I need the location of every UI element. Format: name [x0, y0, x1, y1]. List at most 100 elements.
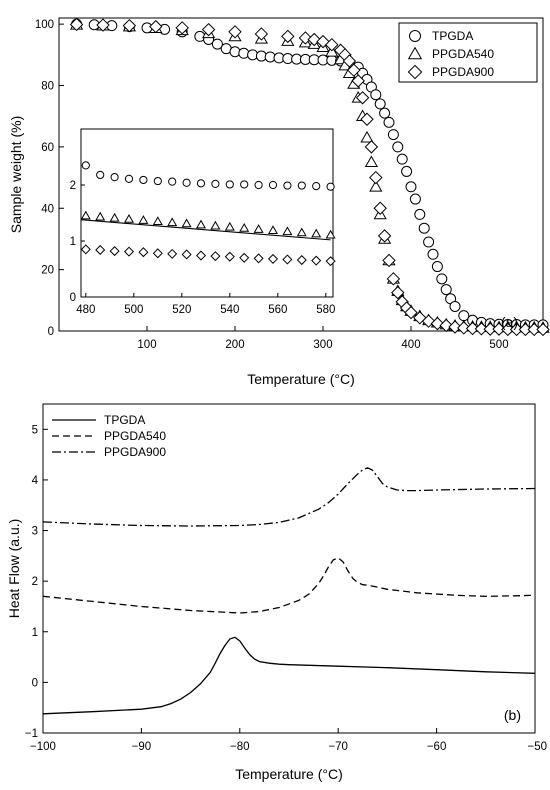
panel-a-point-tpgda [449, 300, 461, 312]
panel-a-point-ppgda900 [369, 170, 383, 185]
inset-point-ppgda540 [95, 211, 106, 221]
panel-a-point-ppgda900 [448, 320, 462, 334]
panel-a-point-tpgda [383, 116, 395, 128]
inset-frame [80, 128, 334, 298]
panel-a-y-tick-label: 0 [48, 326, 54, 338]
inset-point-tpgda [110, 173, 119, 182]
inset-point-ppgda540 [138, 215, 149, 224]
inset-point-ppgda540 [311, 228, 322, 238]
inset-point-ppgda540 [267, 225, 279, 234]
panel-a-y-tick-label: 80 [41, 81, 54, 93]
inset-fit-line [80, 219, 331, 241]
inset-point-tpgda [254, 180, 263, 190]
inset-point-ppgda540 [109, 212, 120, 222]
inset-y-tick-label: 0 [70, 292, 76, 304]
inset-point-tpgda [225, 180, 234, 189]
inset-point-ppgda900 [282, 254, 293, 265]
inset-point-tpgda [268, 180, 278, 190]
panel-a-point-ppgda900 [122, 18, 137, 33]
inset-point-ppgda900 [296, 255, 307, 266]
panel-b-y-tick-label: 5 [32, 424, 38, 436]
panel-a-y-tick-label: 20 [41, 265, 54, 277]
panel-a-point-ppgda900 [355, 91, 370, 105]
panel-a-x-tick-label: 200 [225, 339, 244, 351]
inset-point-tpgda [153, 176, 162, 186]
panel-b-x-tick-label: −90 [132, 741, 152, 753]
panel-a-point-ppgda900 [386, 272, 401, 286]
inset-point-ppgda540 [123, 214, 135, 223]
panel-a-point-ppgda900 [391, 285, 405, 300]
panel-a-point-ppgda540 [360, 130, 374, 143]
inset-point-ppgda900 [253, 253, 264, 264]
panel-b-y-tick-label: 0 [32, 677, 38, 689]
inset-point-ppgda540 [239, 222, 250, 232]
inset-point-ppgda900 [325, 256, 336, 267]
panel-a-point-ppgda900 [228, 25, 242, 39]
panel-a-point-ppgda900 [149, 19, 163, 34]
inset-series-tpgda [81, 161, 335, 191]
panel-a-point-tpgda [387, 129, 399, 141]
panel-a-point-ppgda900 [377, 229, 392, 243]
panel-b-y-tick-label: 3 [32, 526, 38, 538]
panel-a-point-ppgda900 [457, 321, 471, 335]
inset-point-tpgda [326, 182, 335, 191]
inset-point-ppgda540 [224, 221, 235, 231]
legend-label-tpgda: TPGDA [432, 29, 473, 43]
legend-label-tpgda: TPGDA [104, 413, 145, 427]
panel-a-y-tick-label: 100 [35, 19, 54, 31]
inset-point-ppgda540 [195, 219, 207, 229]
panel-a-x-tick-label: 400 [401, 339, 420, 351]
inset-point-tpgda [283, 181, 292, 190]
panel-a-y-axis-label: Sample weight (%) [8, 116, 24, 234]
inset-point-ppgda540 [152, 216, 163, 226]
panel-a-point-ppgda900 [465, 321, 480, 336]
panel-a-point-ppgda900 [254, 27, 269, 41]
legend-marker-tpgda [409, 30, 421, 42]
legend-label-ppgda540: PPGDA540 [432, 47, 494, 61]
inset-point-ppgda900 [224, 251, 235, 262]
panel-a-point-ppgda900 [96, 18, 110, 32]
inset-point-ppgda900 [138, 247, 149, 258]
panel-a-point-ppgda900 [527, 322, 541, 337]
inset-x-tick-label: 500 [124, 304, 143, 316]
inset-point-tpgda [312, 182, 321, 191]
panel-a-point-ppgda900 [439, 318, 453, 333]
panel-a-point-tpgda [238, 47, 250, 59]
inset-x-tick-label: 580 [316, 304, 335, 316]
panel-b-x-tick-label: −60 [427, 741, 447, 753]
inset-point-ppgda900 [109, 246, 120, 257]
inset-point-ppgda900 [95, 244, 106, 255]
inset-point-tpgda [96, 170, 105, 180]
inset-point-tpgda [139, 175, 148, 185]
inset-y-tick-label: 2 [70, 180, 76, 192]
panel-a-inset: 480 500 520 540 560 580 0 1 2 [70, 128, 336, 316]
panel-a-point-ppgda900 [483, 322, 497, 336]
panel-b-label: (b) [504, 707, 521, 723]
panel-a-point-ppgda900 [360, 112, 374, 126]
panel-b-x-tick-label: −50 [527, 741, 547, 753]
inset-point-ppgda540 [80, 210, 91, 220]
inset-point-ppgda900 [80, 244, 91, 255]
panel-a-x-tick-label: 500 [489, 339, 508, 351]
inset-point-tpgda [81, 161, 90, 170]
inset-x-tick-label: 480 [76, 304, 95, 316]
panel-a-point-ppgda900 [281, 29, 295, 44]
panel-a-y-tick-label: 60 [41, 142, 54, 154]
panel-a-point-tpgda [401, 165, 413, 177]
panel-a-point-tpgda [427, 248, 439, 260]
panel-a-point-ppgda900 [373, 201, 387, 215]
inset-x-tick-label: 560 [268, 304, 287, 316]
inset-point-ppgda540 [167, 217, 178, 227]
panel-b-series [42, 467, 536, 715]
panel-b-plot-frame [42, 403, 536, 734]
inset-point-tpgda [297, 181, 306, 190]
panel-b-y-axis-label: Heat Flow (a.u.) [6, 519, 22, 619]
inset-x-tick-label: 540 [220, 304, 239, 316]
inset-series-ppgda900 [80, 244, 336, 267]
inset-point-ppgda540 [296, 227, 307, 237]
panel-a-x-tick-label: 100 [137, 339, 156, 351]
panel-a-point-ppgda900 [351, 74, 365, 88]
inset-point-ppgda900 [167, 248, 178, 259]
